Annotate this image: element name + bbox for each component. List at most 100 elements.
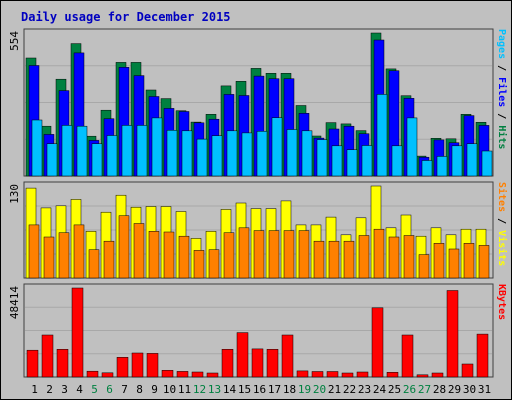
bar-pages-day-30: [466, 143, 478, 177]
bar-sites-day-22: [343, 240, 355, 279]
bar-pages-day-7: [121, 125, 133, 177]
max-label-visits_sites: 130: [8, 184, 21, 204]
chart-panels: 554 Pages / Files / Hits 130 Sites / Visits…: [8, 28, 508, 378]
bar-kbytes-day-24: [371, 307, 384, 378]
x-tick-label-day-29: 29: [448, 383, 461, 396]
bar-sites-day-7: [118, 215, 130, 279]
bar-kbytes-day-8: [131, 352, 144, 378]
bar-kbytes-day-31: [476, 333, 489, 378]
bar-kbytes-day-21: [326, 371, 339, 378]
x-tick-label-day-17: 17: [268, 383, 281, 396]
bar-sites-day-24: [373, 228, 385, 279]
x-tick-label-day-16: 16: [253, 383, 266, 396]
bar-sites-day-1: [28, 224, 40, 279]
bar-pages-day-16: [256, 131, 268, 177]
bar-pages-day-24: [376, 94, 388, 177]
bar-pages-day-2: [46, 143, 58, 177]
bar-kbytes-day-14: [221, 349, 234, 378]
bar-pages-day-26: [406, 117, 418, 177]
legend-part: Visits: [496, 230, 508, 266]
bar-pages-day-5: [91, 143, 103, 177]
max-label-hits_files_pages: 554: [8, 31, 21, 51]
x-tick-label-day-19: 19: [298, 383, 311, 396]
bar-pages-day-11: [181, 130, 193, 177]
bar-kbytes-day-7: [116, 357, 129, 378]
bar-kbytes-day-17: [266, 349, 279, 378]
bar-pages-day-23: [361, 145, 373, 177]
bar-pages-day-21: [331, 145, 343, 177]
x-tick-label-day-15: 15: [238, 383, 251, 396]
bar-kbytes-day-29: [446, 290, 459, 378]
bar-pages-day-1: [31, 119, 43, 177]
x-tick-label-day-8: 8: [136, 383, 143, 396]
bar-kbytes-day-1: [26, 349, 39, 378]
x-tick-label-day-18: 18: [283, 383, 296, 396]
x-tick-label-day-24: 24: [373, 383, 387, 396]
bar-kbytes-day-30: [461, 363, 474, 378]
bar-pages-day-19: [301, 130, 313, 177]
bar-sites-day-16: [253, 230, 265, 279]
bar-kbytes-day-3: [56, 349, 69, 378]
bar-kbytes-day-28: [431, 372, 444, 378]
bar-pages-day-14: [226, 130, 238, 177]
bar-kbytes-day-13: [206, 372, 219, 378]
bar-kbytes-day-5: [86, 370, 99, 378]
bar-pages-day-13: [211, 135, 223, 177]
bar-sites-day-20: [313, 240, 325, 279]
panel-hits_files_pages: 554 Pages / Files / Hits: [8, 28, 508, 177]
bar-kbytes-day-9: [146, 353, 159, 378]
bar-pages-day-20: [316, 139, 328, 177]
bar-pages-day-22: [346, 149, 358, 177]
bar-sites-day-12: [193, 250, 205, 279]
bar-kbytes-day-23: [356, 371, 369, 378]
bar-pages-day-31: [481, 150, 493, 177]
bar-pages-day-27: [421, 160, 433, 177]
legend-part: KBytes: [496, 284, 507, 320]
x-tick-label-day-21: 21: [328, 383, 341, 396]
bar-sites-day-11: [178, 235, 190, 279]
bar-sites-day-9: [148, 231, 160, 279]
bar-sites-day-27: [418, 254, 430, 279]
x-tick-label-day-31: 31: [478, 383, 491, 396]
legend-hits_files_pages: Pages / Files / Hits: [496, 29, 508, 149]
x-axis-labels: 1 2 3 4 5 6 7 8 9 10 11 12 13 14 15 16 17 18 19 20 21 22 23 24 2…: [31, 383, 491, 396]
bar-sites-day-3: [58, 232, 70, 279]
bar-kbytes-day-2: [41, 334, 54, 378]
bar-kbytes-day-26: [401, 334, 414, 378]
bar-sites-day-15: [238, 227, 250, 279]
x-tick-label-day-25: 25: [388, 383, 401, 396]
bar-kbytes-day-27: [416, 374, 429, 378]
panel-kbytes: 48414 KBytes: [8, 283, 507, 378]
bar-sites-day-23: [358, 235, 370, 279]
bar-pages-day-3: [61, 125, 73, 177]
x-tick-label-day-30: 30: [463, 383, 476, 396]
bar-sites-day-19: [298, 230, 310, 279]
bar-pages-day-12: [196, 138, 208, 177]
bar-pages-day-25: [391, 145, 403, 177]
legend-kbytes: KBytes: [496, 284, 507, 320]
bar-sites-day-17: [268, 230, 280, 279]
x-tick-label-day-3: 3: [61, 383, 68, 396]
legend-part: /: [496, 212, 507, 230]
bar-sites-day-2: [43, 236, 55, 279]
bar-sites-day-14: [223, 232, 235, 279]
max-label-kbytes: 48414: [8, 286, 21, 319]
bar-pages-day-10: [166, 130, 178, 177]
bar-kbytes-day-10: [161, 370, 174, 378]
x-tick-label-day-26: 26: [403, 383, 416, 396]
x-tick-label-day-23: 23: [358, 383, 371, 396]
bar-sites-day-31: [478, 245, 490, 279]
legend-part: Sites: [496, 182, 508, 212]
bar-kbytes-day-15: [236, 332, 249, 378]
bar-sites-day-30: [463, 243, 475, 279]
legend-part: Pages: [496, 29, 507, 59]
bar-sites-day-10: [163, 231, 175, 279]
legend-part: Hits: [496, 125, 508, 149]
bar-kbytes-day-25: [386, 372, 399, 378]
x-tick-label-day-9: 9: [151, 383, 158, 396]
bar-sites-day-29: [448, 248, 460, 279]
x-tick-label-day-4: 4: [76, 383, 83, 396]
x-tick-label-day-14: 14: [223, 383, 237, 396]
